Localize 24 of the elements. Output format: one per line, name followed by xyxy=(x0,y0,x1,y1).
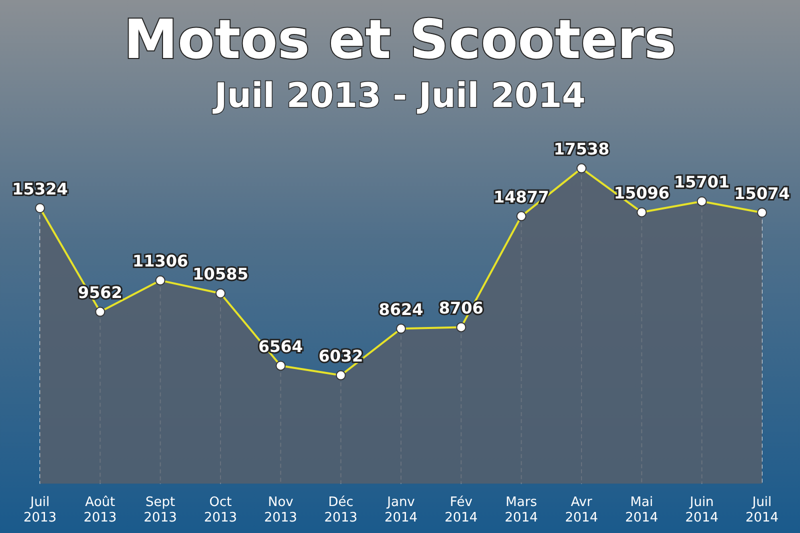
x-tick-label: Juil 2014 xyxy=(745,494,779,526)
x-tick-label: Août 2013 xyxy=(84,494,117,526)
data-label: 15701 xyxy=(674,172,730,192)
data-label: 10585 xyxy=(192,264,248,284)
chart-subtitle: Juil 2013 - Juil 2014 xyxy=(212,76,587,116)
x-tick-label: Avr 2014 xyxy=(564,494,598,526)
x-tick-label: Juin 2014 xyxy=(685,494,718,526)
x-tick-label: Mars 2014 xyxy=(504,494,538,526)
chart-title: Motos et Scooters xyxy=(122,8,678,71)
x-tick-label: Janv 2014 xyxy=(384,494,418,526)
x-tick-label: Juil 2013 xyxy=(23,494,57,526)
data-label: 17538 xyxy=(554,139,610,158)
data-label: 15096 xyxy=(614,183,670,202)
x-tick-label: Sept 2013 xyxy=(144,494,177,526)
data-label: 6032 xyxy=(318,346,364,366)
data-label: 11306 xyxy=(132,252,188,271)
data-label: 15324 xyxy=(12,179,68,198)
data-label: 15074 xyxy=(734,184,790,203)
x-tick-label: Mai 2014 xyxy=(625,494,658,526)
x-tick-label: Déc 2013 xyxy=(324,494,358,526)
x-tick-label: Nov 2013 xyxy=(264,494,298,526)
x-tick-label: Oct 2013 xyxy=(204,494,238,526)
x-tick-label: Fév 2014 xyxy=(444,494,478,526)
data-label: 8624 xyxy=(378,300,424,319)
